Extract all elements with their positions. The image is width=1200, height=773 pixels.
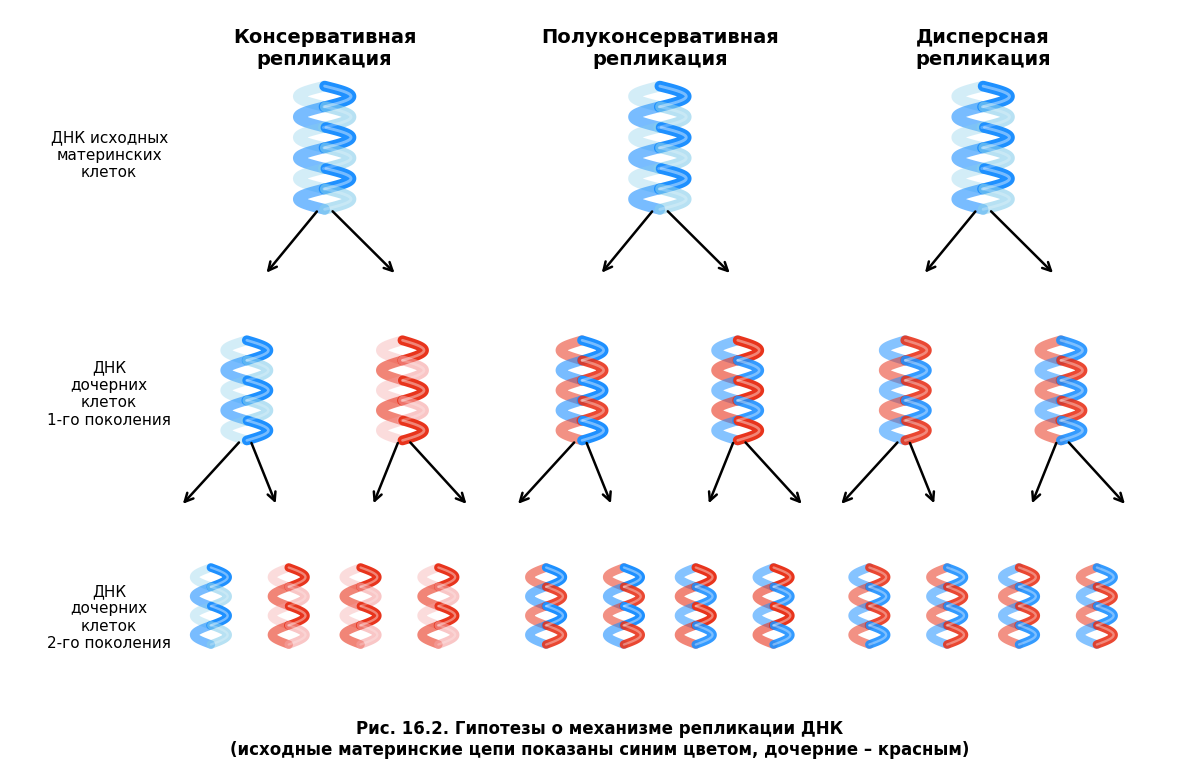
Text: Рис. 16.2. Гипотезы о механизме репликации ДНК: Рис. 16.2. Гипотезы о механизме репликац… — [356, 720, 844, 738]
Text: Консервативная
репликация: Консервативная репликация — [233, 29, 416, 70]
Text: ДНК
дочерних
клеток
1-го поколения: ДНК дочерних клеток 1-го поколения — [47, 360, 172, 427]
Text: Полуконсервативная
репликация: Полуконсервативная репликация — [541, 29, 779, 70]
Text: (исходные материнские цепи показаны синим цветом, дочерние – красным): (исходные материнские цепи показаны сини… — [230, 741, 970, 759]
Text: Дисперсная
репликация: Дисперсная репликация — [916, 29, 1051, 70]
Text: ДНК
дочерних
клеток
2-го поколения: ДНК дочерних клеток 2-го поколения — [47, 584, 172, 651]
Text: ДНК исходных
материнских
клеток: ДНК исходных материнских клеток — [50, 131, 168, 180]
